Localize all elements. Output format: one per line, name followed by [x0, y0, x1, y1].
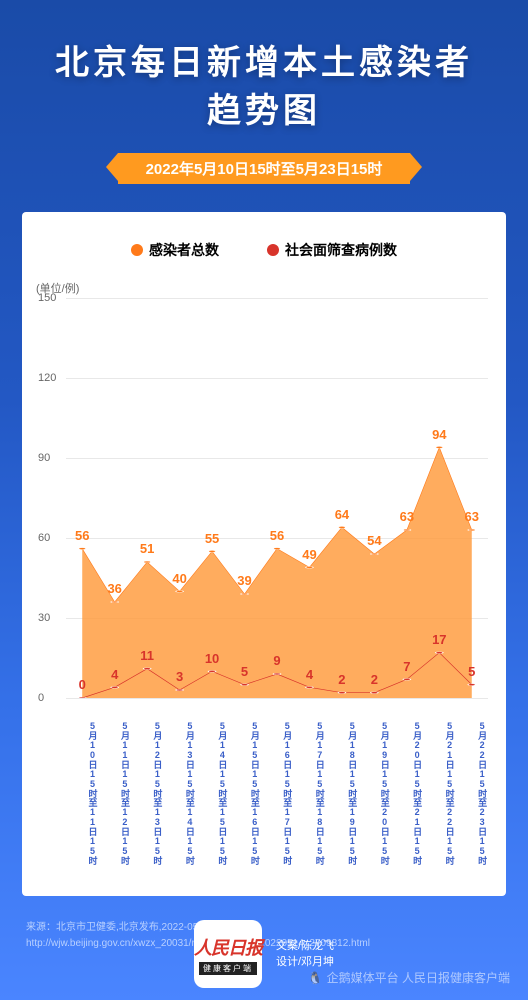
x-tick-label: 5月14日15时至15日15时: [196, 708, 228, 878]
publisher-logo: 人民日报 健康客户端: [194, 920, 262, 988]
data-label: 49: [302, 547, 316, 562]
legend-item-total: 感染者总数: [131, 240, 219, 260]
logo-text-main: 人民日报: [194, 934, 262, 960]
title-line2: 趋势图: [207, 92, 321, 130]
chart-area: 0306090120150 56365140553956496454639463…: [66, 298, 488, 698]
y-tick-label: 60: [38, 532, 50, 544]
legend: 感染者总数 社会面筛查病例数: [36, 240, 492, 260]
x-tick-label: 5月10日15时至11日15时: [66, 708, 98, 878]
header: 北京每日新增本土感染者 趋势图 2022年5月10日15时至5月23日15时: [0, 0, 528, 184]
x-tick-label: 5月12日15时至13日15时: [131, 708, 163, 878]
data-label: 40: [172, 571, 186, 586]
x-tick-label: 5月17日15时至18日15时: [293, 708, 325, 878]
legend-dot-icon: [267, 244, 279, 256]
data-label: 39: [237, 573, 251, 588]
data-label: 4: [111, 667, 118, 682]
unit-label: (单位/例): [36, 280, 492, 296]
y-tick-label: 150: [38, 292, 56, 304]
legend-label: 社会面筛查病例数: [285, 240, 397, 260]
data-label: 2: [371, 672, 378, 687]
data-label: 56: [270, 528, 284, 543]
chart-card: 感染者总数 社会面筛查病例数 (单位/例) 0306090120150 5636…: [22, 212, 506, 896]
data-label: 54: [367, 533, 381, 548]
penguin-icon: 🐧: [308, 971, 323, 985]
legend-dot-icon: [131, 244, 143, 256]
x-tick-label: 5月13日15时至14日15时: [163, 708, 195, 878]
data-label: 56: [75, 528, 89, 543]
legend-label: 感染者总数: [149, 240, 219, 260]
y-tick-label: 90: [38, 452, 50, 464]
y-tick-label: 0: [38, 692, 44, 704]
x-tick-label: 5月21日15时至22日15时: [423, 708, 455, 878]
data-label: 5: [241, 664, 248, 679]
date-range-ribbon: 2022年5月10日15时至5月23日15时: [118, 153, 411, 184]
x-tick-label: 5月16日15时至17日15时: [261, 708, 293, 878]
x-tick-label: 5月18日15时至19日15时: [326, 708, 358, 878]
y-tick-label: 30: [38, 612, 50, 624]
data-label: 2: [338, 672, 345, 687]
data-label: 10: [205, 651, 219, 666]
data-label: 36: [107, 581, 121, 596]
x-axis: 5月10日15时至11日15时5月11日15时至12日15时5月12日15时至1…: [66, 708, 488, 878]
watermark: 🐧 企鹅媒体平台 人民日报健康客户端: [308, 969, 510, 986]
data-label: 0: [79, 677, 86, 692]
chart-svg: [66, 298, 488, 698]
logo-text-sub: 健康客户端: [199, 962, 257, 975]
y-tick-label: 120: [38, 372, 56, 384]
infographic-root: 北京每日新增本土感染者 趋势图 2022年5月10日15时至5月23日15时 感…: [0, 0, 528, 1000]
data-label: 17: [432, 632, 446, 647]
x-tick-label: 5月15日15时至16日15时: [228, 708, 260, 878]
data-label: 63: [465, 509, 479, 524]
data-label: 11: [140, 648, 154, 663]
data-label: 51: [140, 541, 154, 556]
x-tick-label: 5月11日15时至12日15时: [98, 708, 130, 878]
data-label: 7: [403, 659, 410, 674]
data-label: 3: [176, 669, 183, 684]
credits-author: 文案/陈龙飞: [276, 938, 334, 955]
data-label: 4: [306, 667, 313, 682]
data-label: 64: [335, 507, 349, 522]
data-label: 94: [432, 427, 446, 442]
data-label: 63: [400, 509, 414, 524]
x-tick-label: 5月19日15时至20日15时: [358, 708, 390, 878]
data-label: 9: [273, 653, 280, 668]
data-label: 55: [205, 531, 219, 546]
x-tick-label: 5月20日15时至21日15时: [391, 708, 423, 878]
x-tick-label: 5月22日15时至23日15时: [456, 708, 488, 878]
data-label: 5: [468, 664, 475, 679]
title-line1: 北京每日新增本土感染者: [55, 44, 473, 82]
legend-item-screened: 社会面筛查病例数: [267, 240, 397, 260]
watermark-text: 企鹅媒体平台 人民日报健康客户端: [327, 969, 510, 986]
credits: 文案/陈龙飞 设计/邓月坤: [276, 938, 334, 971]
main-title: 北京每日新增本土感染者 趋势图: [20, 40, 508, 135]
